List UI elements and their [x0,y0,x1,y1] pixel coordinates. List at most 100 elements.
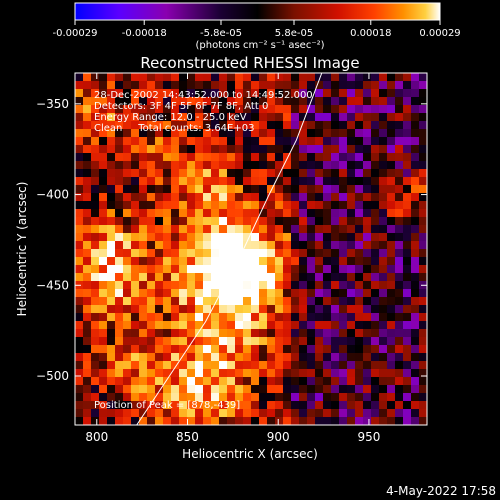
heatmap-cell [211,409,220,418]
heatmap-cell [91,201,100,210]
heatmap-cell [155,385,164,394]
heatmap-cell [275,345,284,354]
heatmap-cell [163,161,172,170]
heatmap-cell [91,377,100,386]
heatmap-cell [315,337,324,346]
heatmap-cell [395,129,404,138]
heatmap-cell [363,201,372,210]
heatmap-cell [195,113,204,122]
heatmap-cell [371,361,380,370]
heatmap-cell [139,377,148,386]
heatmap-cell [115,145,124,154]
heatmap-cell [363,113,372,122]
heatmap-cell [275,313,284,322]
heatmap-cell [203,185,212,194]
heatmap-cell [347,353,356,362]
heatmap-cell [299,81,308,90]
heatmap-cell [355,105,364,114]
heatmap-cell [211,345,220,354]
heatmap-cell [315,297,324,306]
heatmap-cell [371,177,380,186]
heatmap-cell [275,89,284,98]
heatmap-cell [387,305,396,314]
heatmap-cell [115,201,124,210]
heatmap-cell [179,105,188,114]
heatmap-cell [323,145,332,154]
heatmap-cell [227,145,236,154]
heatmap-cell [155,353,164,362]
heatmap-cell [187,97,196,106]
heatmap-cell [275,129,284,138]
heatmap-cell [331,97,340,106]
heatmap-cell [355,257,364,266]
heatmap-cell [267,249,276,258]
heatmap-cell [331,257,340,266]
heatmap-cell [187,401,196,410]
heatmap-cell [331,73,340,82]
heatmap-cell [403,209,412,218]
heatmap-cell [147,417,156,425]
heatmap-cell [419,73,427,82]
heatmap-cell [107,249,116,258]
heatmap-cell [155,265,164,274]
heatmap-cell [363,161,372,170]
heatmap-cell [251,121,260,130]
heatmap-cell [323,417,332,425]
heatmap-cell [131,297,140,306]
heatmap-cell [107,225,116,234]
heatmap-cell [147,121,156,130]
heatmap-cell [395,161,404,170]
heatmap-cell [403,137,412,146]
heatmap-cell [139,249,148,258]
heatmap-cell [395,401,404,410]
heatmap-cell [379,81,388,90]
heatmap-cell [163,385,172,394]
heatmap-cell [75,105,84,114]
heatmap-cell [323,265,332,274]
plot-frame [74,72,428,426]
heatmap-cell [99,97,108,106]
heatmap-cell [171,337,180,346]
heatmap-cell [187,201,196,210]
heatmap-cell [395,353,404,362]
heatmap-cell [171,105,180,114]
heatmap-cell [339,249,348,258]
heatmap-cell [395,417,404,425]
heatmap-cell [195,161,204,170]
heatmap-cell [131,361,140,370]
heatmap-cell [347,169,356,178]
heatmap-cell [107,329,116,338]
heatmap-cell [147,145,156,154]
heatmap-cell [227,321,236,330]
heatmap-cell [243,161,252,170]
heatmap-cell [275,377,284,386]
heatmap-cell [315,417,324,425]
heatmap-cell [347,217,356,226]
heatmap-cell [395,81,404,90]
heatmap-cell [75,345,84,354]
heatmap-cell [275,393,284,402]
heatmap-cell [131,345,140,354]
heatmap-cell [307,81,316,90]
heatmap-cell [91,225,100,234]
heatmap-cell [315,97,324,106]
heatmap-cell [395,225,404,234]
heatmap-cell [363,105,372,114]
heatmap-cell [147,209,156,218]
heatmap-cell [227,105,236,114]
heatmap-cell [131,81,140,90]
heatmap-cell [91,257,100,266]
heatmap-cell [379,209,388,218]
heatmap-cell [243,321,252,330]
heatmap-cell [115,337,124,346]
heatmap-cell [107,129,116,138]
heatmap-cell [123,81,132,90]
heatmap-cell [323,225,332,234]
heatmap-cell [147,97,156,106]
heatmap-cell [323,97,332,106]
heatmap-cell [355,169,364,178]
heatmap-cell [395,73,404,82]
heatmap-cell [171,321,180,330]
heatmap-cell [179,217,188,226]
heatmap-cell [91,401,100,410]
